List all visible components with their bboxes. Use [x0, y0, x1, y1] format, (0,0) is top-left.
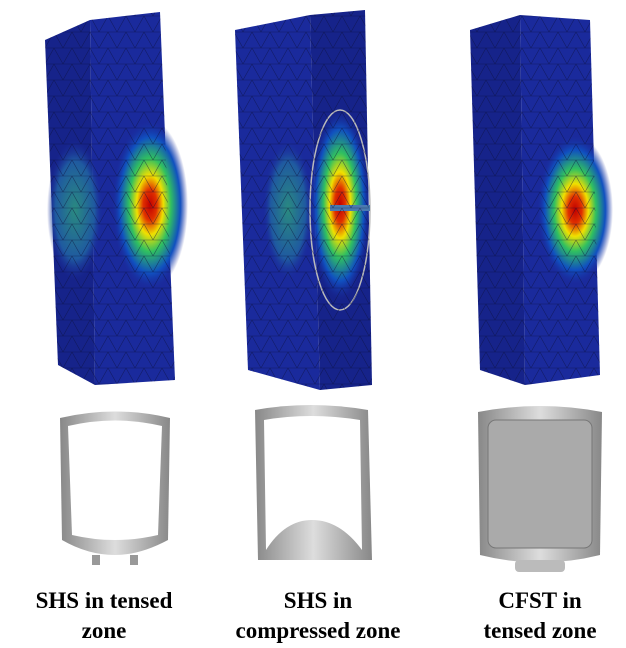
caption-line: SHS in tensed: [36, 588, 173, 613]
column-model-2: [235, 10, 372, 390]
caption-line: zone: [82, 618, 127, 643]
caption-line: SHS in: [284, 588, 353, 613]
section-3: [478, 406, 602, 572]
caption-line: compressed zone: [235, 618, 400, 643]
section-1: [60, 412, 170, 566]
captions: SHS in tensed zone SHS in compressed zon…: [36, 588, 597, 643]
column-model-3: [470, 15, 613, 385]
caption-line: CFST in: [498, 588, 582, 613]
section-2: [255, 405, 372, 560]
caption-line: tensed zone: [483, 618, 596, 643]
figure: SHS in tensed zone SHS in compressed zon…: [0, 0, 626, 648]
column-model-1: [45, 12, 188, 385]
